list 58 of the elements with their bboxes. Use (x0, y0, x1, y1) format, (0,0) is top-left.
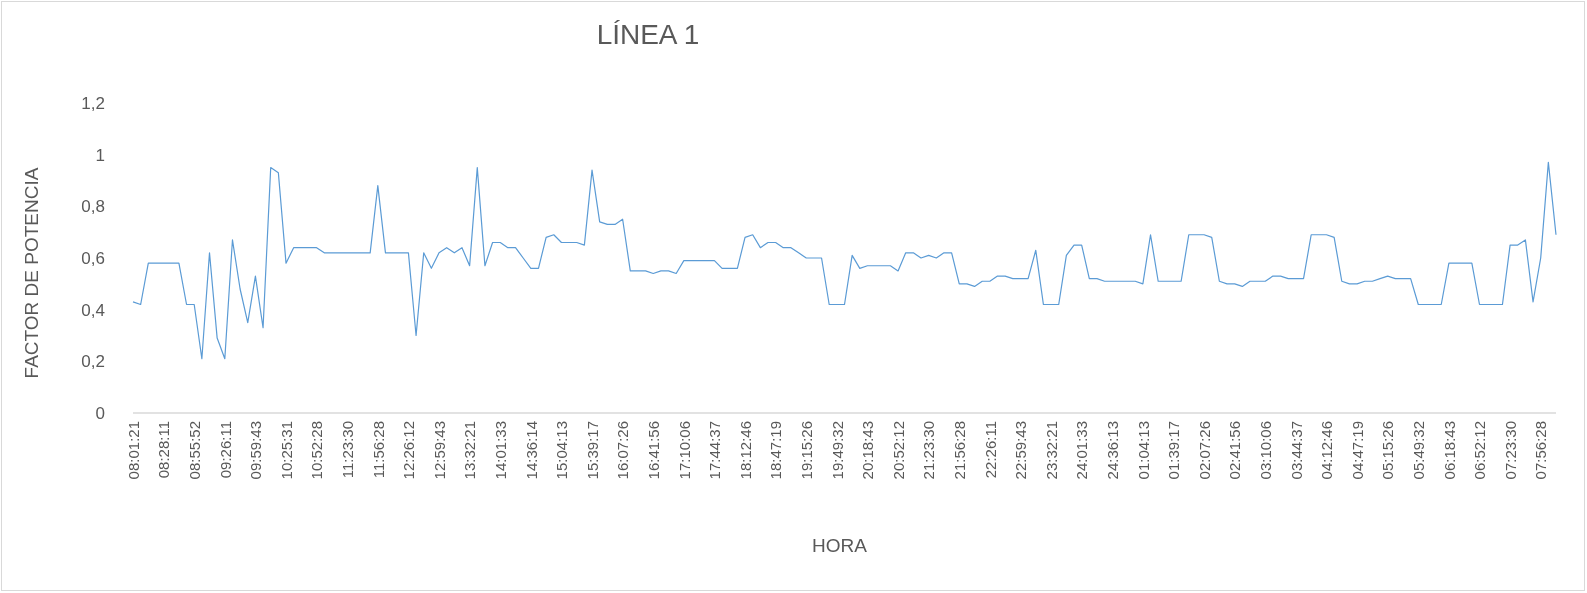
x-tick-label: 11:56:28 (369, 421, 387, 479)
x-tick-label: 20:52:12 (889, 421, 907, 480)
x-tick-label: 08:28:11 (155, 421, 173, 479)
x-tick-label: 05:15:26 (1379, 421, 1397, 480)
x-tick-label: 18:12:46 (736, 421, 754, 480)
x-tick-label: 11:23:30 (338, 421, 356, 479)
x-tick-label: 04:12:46 (1318, 421, 1336, 480)
x-tick-label: 09:26:11 (216, 421, 234, 479)
x-tick-label: 19:15:26 (798, 421, 815, 480)
y-tick-label: 0,6 (81, 248, 105, 268)
x-tick-label: 24:36:13 (1104, 421, 1122, 480)
x-tick-label: 21:56:28 (951, 421, 969, 480)
x-tick-label: 10:25:31 (277, 421, 295, 480)
x-tick-label: 14:01:33 (491, 421, 509, 480)
x-tick-label: 08:01:21 (124, 421, 142, 480)
x-tick-label: 23:32:21 (1042, 421, 1060, 480)
x-tick-label: 14:36:14 (522, 421, 540, 480)
x-tick-label: 08:55:52 (185, 421, 203, 480)
y-tick-label: 0,8 (81, 197, 105, 217)
y-axis-title: FACTOR DE POTENCIA (21, 167, 42, 379)
x-tick-label: 04:47:19 (1348, 421, 1366, 480)
x-tick-label: 07:56:28 (1532, 421, 1550, 480)
x-tick-label: 06:52:12 (1471, 421, 1489, 480)
x-tick-label: 12:26:12 (400, 421, 418, 480)
x-tick-label: 15:39:17 (583, 421, 601, 480)
x-tick-label: 05:49:32 (1410, 421, 1428, 480)
y-tick-label: 1 (95, 145, 105, 165)
x-tick-label: 06:18:43 (1440, 421, 1458, 480)
y-tick-label: 1,2 (81, 93, 105, 113)
x-tick-label: 13:32:21 (461, 421, 479, 480)
y-tick-label: 0,4 (81, 300, 105, 320)
y-tick-label: 0 (95, 403, 105, 423)
x-tick-label: 12:59:43 (430, 421, 448, 480)
chart-title: LÍNEA 1 (596, 19, 700, 50)
x-tick-label: 19:49:32 (828, 421, 846, 480)
x-tick-label: 01:04:13 (1134, 421, 1152, 480)
x-tick-label: 17:10:06 (675, 421, 693, 480)
x-axis-title: HORA (812, 535, 868, 556)
x-tick-label: 16:07:26 (614, 421, 632, 480)
x-tick-label: 07:23:30 (1501, 421, 1519, 480)
x-tick-label: 03:10:06 (1257, 421, 1275, 480)
x-tick-label: 02:41:56 (1226, 421, 1244, 480)
x-tick-label: 21:23:30 (920, 421, 938, 480)
x-tick-label: 15:04:13 (553, 421, 571, 480)
x-tick-label: 03:44:37 (1287, 421, 1305, 480)
x-tick-label: 10:52:28 (308, 421, 326, 480)
x-tick-label: 24:01:33 (1073, 421, 1091, 480)
x-tick-label: 01:39:17 (1165, 421, 1183, 480)
x-tick-label: 17:44:37 (706, 421, 724, 480)
x-tick-label: 22:59:43 (1012, 421, 1030, 480)
line-series (132, 161, 1557, 360)
x-tick-label: 20:18:43 (859, 421, 877, 480)
x-tick-label: 16:41:56 (644, 421, 662, 480)
y-tick-label: 0,2 (81, 352, 105, 372)
x-tick-label: 22:26:11 (981, 421, 999, 479)
x-tick-label: 18:47:19 (767, 421, 785, 480)
x-tick-label: 02:07:26 (1195, 421, 1213, 480)
x-tick-label: 09:59:43 (247, 421, 265, 480)
